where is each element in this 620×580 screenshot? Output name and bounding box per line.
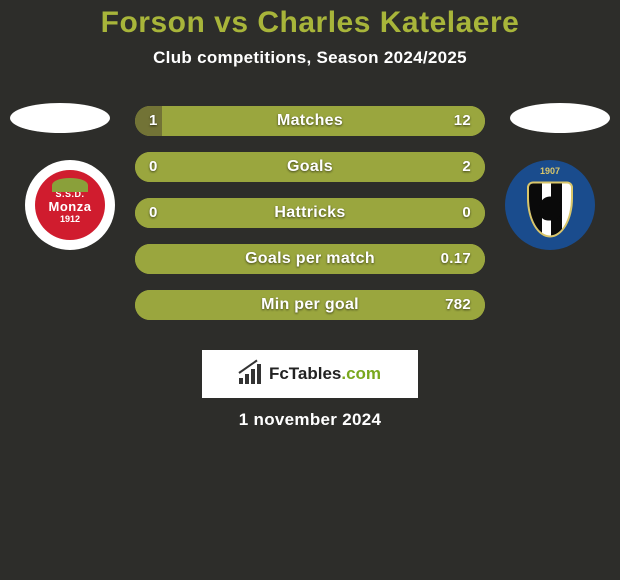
right-player-avatar-slot <box>510 103 610 133</box>
monza-name: Monza <box>49 199 92 214</box>
monza-year: 1912 <box>60 214 80 224</box>
right-club-badge-atalanta: 1907 <box>505 160 595 250</box>
stat-row: Goals per match 0.17 <box>135 244 485 274</box>
stat-row: Goals 0 2 <box>135 152 485 182</box>
stat-value-left: 0 <box>149 152 158 182</box>
logo-brand: FcTables <box>269 364 341 383</box>
comparison-panel: S.S.D. Monza 1912 1907 Matches 1 12 Goals 0 2… <box>0 106 620 336</box>
stat-label: Min per goal <box>261 296 359 313</box>
date-text: 1 november 2024 <box>0 410 620 430</box>
stat-row: Hattricks 0 0 <box>135 198 485 228</box>
stat-value-right: 0.17 <box>441 244 471 274</box>
stat-bars: Matches 1 12 Goals 0 2 Hattricks 0 0 Goals per ma… <box>135 106 485 336</box>
logo-suffix: .com <box>341 364 381 383</box>
stat-value-left: 0 <box>149 198 158 228</box>
stat-label: Matches <box>277 112 343 129</box>
stat-value-right: 2 <box>462 152 471 182</box>
stat-label: Goals per match <box>245 250 375 267</box>
left-club-badge-monza: S.S.D. Monza 1912 <box>25 160 115 250</box>
atalanta-year: 1907 <box>505 166 595 176</box>
stat-row: Matches 1 12 <box>135 106 485 136</box>
atalanta-head-icon <box>539 196 561 220</box>
fctables-logo: FcTables.com <box>202 350 418 398</box>
stat-label: Goals <box>287 158 333 175</box>
page-title: Forson vs Charles Katelaere <box>0 0 620 40</box>
logo-text: FcTables.com <box>269 364 381 384</box>
monza-core: S.S.D. Monza 1912 <box>35 170 105 240</box>
stat-value-right: 12 <box>454 106 471 136</box>
bar-chart-icon <box>239 364 263 384</box>
stat-value-right: 782 <box>445 290 471 320</box>
stat-value-left: 1 <box>149 106 158 136</box>
stat-label: Hattricks <box>274 204 345 221</box>
subtitle: Club competitions, Season 2024/2025 <box>0 48 620 68</box>
stat-value-right: 0 <box>462 198 471 228</box>
monza-arc <box>52 178 88 192</box>
stat-row: Min per goal 782 <box>135 290 485 320</box>
left-player-avatar-slot <box>10 103 110 133</box>
